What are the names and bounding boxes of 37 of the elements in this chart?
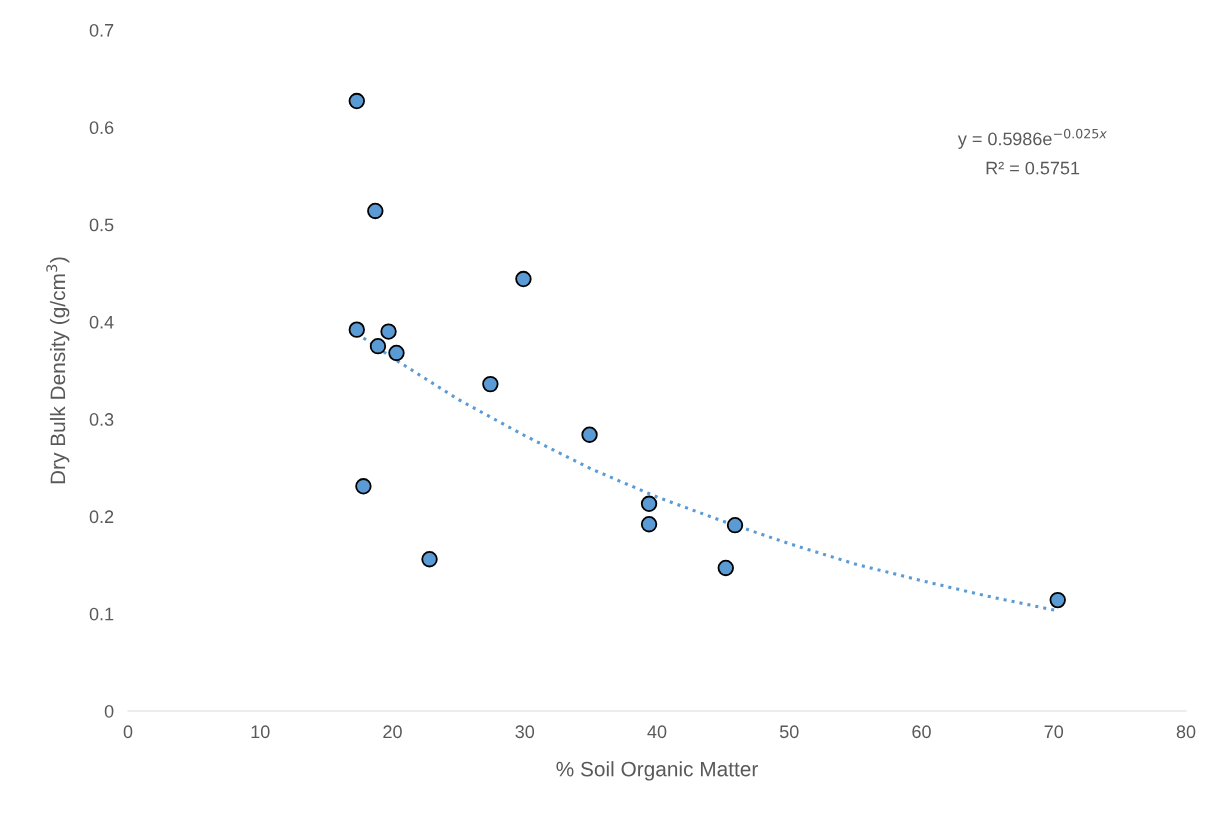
point [581, 426, 598, 443]
y-axis-title: Dry Bulk Density (g/cm$^{3}$) [46, 257, 70, 484]
annotation: y = 0.5986e$^{−0.025x}$ [957, 128, 1107, 149]
point [515, 270, 532, 288]
point [388, 344, 405, 362]
annotation: R² = 0.5751 [986, 161, 1080, 175]
y-tick-label: 0 [104, 704, 114, 718]
x-tick-label: 50 [779, 725, 799, 739]
point [421, 551, 438, 568]
x-tick-label: 10 [251, 725, 270, 739]
point [1049, 591, 1066, 609]
point [367, 202, 384, 220]
point [380, 323, 397, 340]
x-tick-label: 60 [912, 725, 931, 739]
x-tick-label: 40 [647, 725, 667, 739]
point [355, 478, 372, 495]
y-tick-label: 0.1 [89, 607, 114, 621]
point [369, 337, 387, 355]
point [640, 495, 658, 512]
x-tick-label: 70 [1044, 725, 1064, 739]
point [640, 516, 658, 533]
y-tick-label: 0.6 [89, 121, 114, 135]
point [717, 559, 734, 577]
y-tick-label: 0.7 [89, 23, 114, 37]
x-tick-label: 80 [1176, 725, 1196, 739]
y-tick-label: 0.4 [89, 315, 114, 329]
x-tick-label: 30 [515, 725, 535, 739]
point [726, 516, 744, 534]
point [348, 92, 365, 110]
point [482, 375, 499, 393]
y-tick-label: 0.2 [89, 510, 114, 524]
x-tick-label: 20 [383, 725, 402, 739]
y-tick-label: 0.5 [89, 218, 114, 232]
x-axis-title: % Soil Organic Matter [556, 761, 758, 781]
y-tick-label: 0.3 [89, 413, 114, 426]
point [348, 321, 365, 338]
x-tick-label: 0 [123, 725, 133, 739]
